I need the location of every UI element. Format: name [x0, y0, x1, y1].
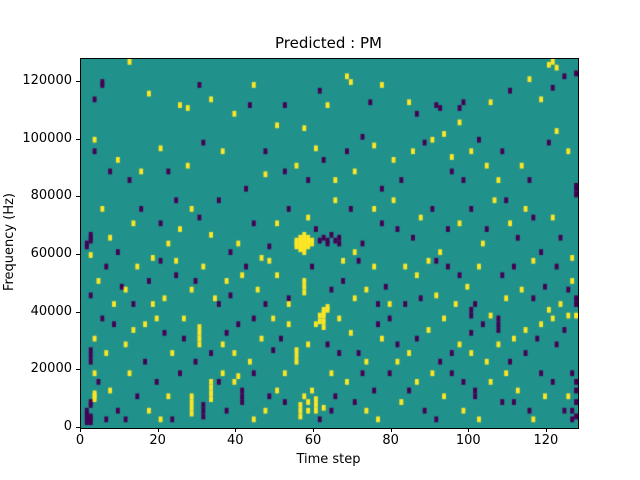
- plot-area: [80, 58, 579, 429]
- x-tick-label: 60: [304, 433, 322, 448]
- y-axis-label-text: Frequency (Hz): [1, 193, 17, 292]
- chart-title: Predicted : PM: [275, 34, 382, 52]
- y-tick-label: 20000: [30, 361, 72, 377]
- x-axis-label: Time step: [296, 452, 361, 467]
- y-tick-label: 80000: [30, 188, 72, 204]
- y-tick-label: 120000: [22, 73, 72, 89]
- x-tick-label: 0: [75, 433, 85, 448]
- heatmap-canvas: [81, 59, 578, 428]
- y-tick-label: 0: [63, 419, 72, 434]
- x-tick-label: 20: [149, 433, 166, 448]
- x-tick-label: 100: [455, 433, 481, 448]
- y-axis-label: Frequency (Hz): [0, 58, 18, 427]
- x-tick-label: 120: [533, 433, 559, 448]
- x-tick-label: 40: [227, 433, 244, 448]
- x-tick-label: 80: [382, 433, 399, 448]
- y-tick-label: 40000: [30, 303, 72, 319]
- y-tick-label: 60000: [30, 246, 72, 262]
- y-tick-label: 100000: [22, 130, 72, 146]
